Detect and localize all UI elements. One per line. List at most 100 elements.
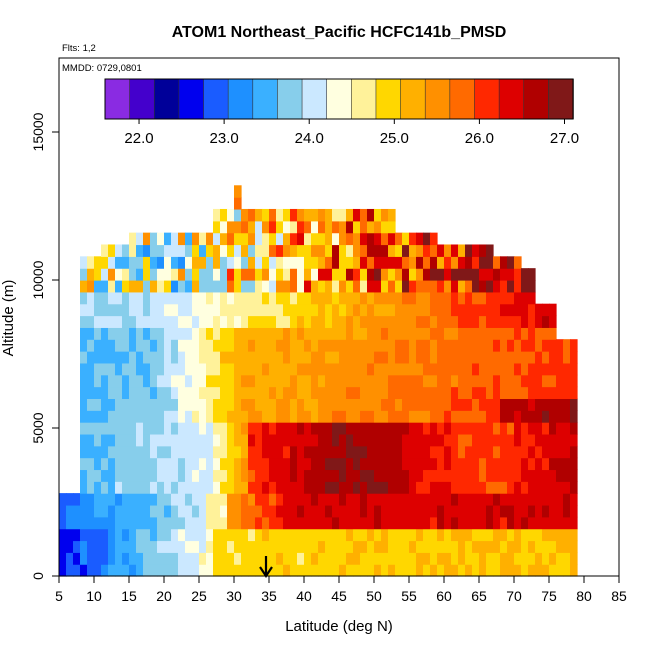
heatmap-cell <box>94 398 102 411</box>
heatmap-cell <box>388 422 396 435</box>
heatmap-cell <box>332 374 340 388</box>
heatmap-cell <box>108 410 116 423</box>
heatmap-cell <box>150 315 158 328</box>
heatmap-cell <box>213 457 221 471</box>
heatmap-cell <box>367 280 375 293</box>
heatmap-cell <box>521 351 529 364</box>
heatmap-cell <box>255 244 263 257</box>
heatmap-cell <box>108 516 116 530</box>
heatmap-cell <box>332 410 340 423</box>
heatmap-cell <box>367 457 375 471</box>
heatmap-cell <box>269 504 277 518</box>
heatmap-cell <box>360 386 368 399</box>
heatmap-cell <box>430 552 438 565</box>
heatmap-cell <box>465 564 473 577</box>
heatmap-cell <box>206 327 214 340</box>
heatmap-cell <box>129 327 137 340</box>
heatmap-cell <box>276 362 284 376</box>
heatmap-cell <box>311 327 319 340</box>
x-tick-label: 40 <box>296 588 312 604</box>
heatmap-cell <box>276 493 284 506</box>
heatmap-cell <box>234 410 242 423</box>
x-tick-label: 5 <box>55 588 63 604</box>
heatmap-cell <box>423 256 431 269</box>
heatmap-cell <box>304 540 312 553</box>
heatmap-cell <box>395 410 403 423</box>
x-tick-label: 50 <box>366 588 382 604</box>
heatmap-cell <box>248 268 256 281</box>
heatmap-cell <box>381 433 389 447</box>
heatmap-cell <box>500 362 508 376</box>
heatmap-cell <box>115 351 123 364</box>
heatmap-cell <box>129 374 137 388</box>
heatmap-cell <box>465 327 473 340</box>
heatmap-cell <box>297 268 305 281</box>
heatmap-cell <box>136 303 144 317</box>
heatmap-cell <box>346 208 354 222</box>
heatmap-cell <box>136 362 144 376</box>
heatmap-cell <box>472 516 480 530</box>
heatmap-cell <box>199 291 207 305</box>
heatmap-cell <box>360 493 368 506</box>
heatmap-cell <box>388 528 396 542</box>
heatmap-cell <box>185 280 193 293</box>
heatmap-cell <box>451 504 459 518</box>
heatmap-cell <box>563 362 571 376</box>
heatmap-cell <box>255 504 263 518</box>
heatmap-cell <box>262 516 270 530</box>
heatmap-cell <box>451 351 459 364</box>
heatmap-cell <box>395 256 403 269</box>
heatmap-cell <box>178 232 186 246</box>
heatmap-cell <box>129 280 137 293</box>
heatmap-cell <box>94 433 102 447</box>
heatmap-cell <box>465 256 473 269</box>
heatmap-cell <box>150 232 158 246</box>
heatmap-cell <box>570 481 578 494</box>
y-tick-label: 10000 <box>30 260 46 299</box>
heatmap-cell <box>395 291 403 305</box>
heatmap-cell <box>192 339 200 352</box>
heatmap-cell <box>500 493 508 506</box>
heatmap-cell <box>164 433 172 447</box>
heatmap-cell <box>115 540 123 553</box>
heatmap-cell <box>227 244 235 257</box>
heatmap-cell <box>423 504 431 518</box>
heatmap-cell <box>535 386 543 399</box>
heatmap-cell <box>458 374 466 388</box>
axes: 5 10 15 20 25 30 35 40 45 50 55 60 65 70 75 80 850500010… <box>30 112 627 604</box>
heatmap-cell <box>549 433 557 447</box>
heatmap-cell <box>451 410 459 423</box>
heatmap-cell <box>535 422 543 435</box>
heatmap-cell <box>458 256 466 269</box>
heatmap-cell <box>108 327 116 340</box>
heatmap-cell <box>248 457 256 471</box>
heatmap-cell <box>493 362 501 376</box>
heatmap-cell <box>157 256 165 269</box>
heatmap-cell <box>94 540 102 553</box>
heatmap-cell <box>444 303 452 317</box>
heatmap-cell <box>381 410 389 423</box>
x-tick-label: 65 <box>471 588 487 604</box>
heatmap-cell <box>374 220 382 234</box>
heatmap-cell <box>101 339 109 352</box>
heatmap-cell <box>255 398 263 411</box>
heatmap-cell <box>164 386 172 399</box>
heatmap-cell <box>423 457 431 471</box>
heatmap-cell <box>570 540 578 553</box>
heatmap-cell <box>402 504 410 518</box>
heatmap-cell <box>255 303 263 317</box>
heatmap-cell <box>437 481 445 494</box>
heatmap-cell <box>367 469 375 482</box>
heatmap-cell <box>388 268 396 281</box>
heatmap-cell <box>290 339 298 352</box>
heatmap-cell <box>248 208 256 222</box>
heatmap-cell <box>220 528 228 542</box>
heatmap-cell <box>381 528 389 542</box>
heatmap-cell <box>185 564 193 577</box>
heatmap-cell <box>80 303 88 317</box>
heatmap-cell <box>136 410 144 423</box>
heatmap-cell <box>451 374 459 388</box>
heatmap-cell <box>353 469 361 482</box>
heatmap-cell <box>360 232 368 246</box>
heatmap-cell <box>101 362 109 376</box>
